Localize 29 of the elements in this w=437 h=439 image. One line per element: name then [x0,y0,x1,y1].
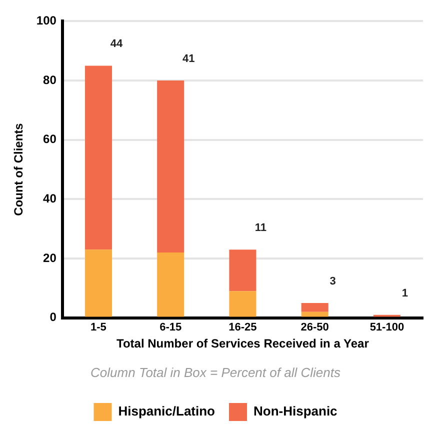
annotation: 44 [110,38,124,50]
y-tick-label: 40 [43,191,57,206]
y-tick-label: 20 [43,250,57,265]
bar [157,80,184,253]
x-tick-label: 16-25 [228,321,257,334]
bar [84,66,112,250]
legend-label: Hispanic/Latino [118,404,216,419]
annotation: 1 [402,287,408,300]
y-tick-label: 0 [50,310,57,324]
x-tick-label: 51-100 [370,321,404,334]
bar [229,250,256,292]
legend-label: Non-Hispanic [254,404,338,419]
y-tick-label: 100 [36,14,57,28]
y-axis-title: Count of Clients [12,122,26,216]
y-tick-label: 60 [43,132,57,146]
x-tick-label: 1-5 [90,321,106,334]
bar [229,291,256,317]
y-tick-label: 80 [43,72,57,87]
bar [84,250,112,317]
x-tick-label: 6-15 [160,321,182,334]
bar [157,252,184,317]
text: Column Total in Box = Percent of all Clients [90,364,341,380]
bar [301,302,328,312]
x-axis-title: Total Number of Services Received in a Year [116,336,370,351]
x-tick-label: 26-50 [300,321,329,334]
annotation: 41 [182,53,195,66]
bar [301,312,328,317]
annotation: 3 [330,276,336,288]
annotation: 11 [254,222,267,234]
